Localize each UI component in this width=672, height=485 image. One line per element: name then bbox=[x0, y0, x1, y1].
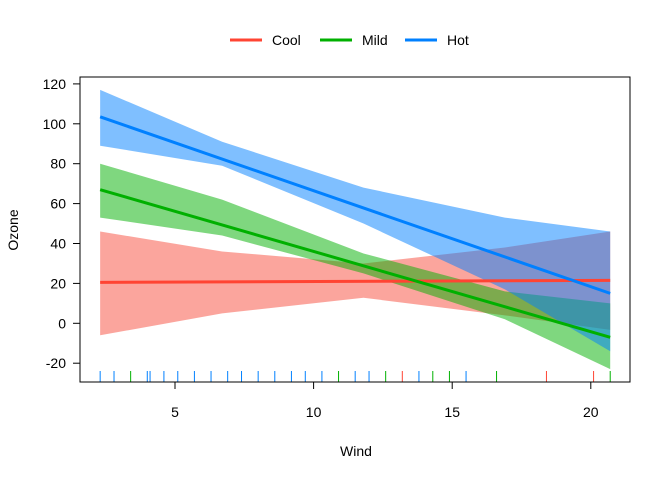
y-axis-label: Ozone bbox=[5, 209, 21, 250]
band-mild bbox=[100, 163, 611, 370]
line-mild bbox=[99, 188, 611, 339]
legend: Cool Mild Hot bbox=[230, 32, 469, 48]
plot-frame bbox=[79, 76, 631, 383]
x-tick-label: 10 bbox=[306, 404, 322, 420]
y-tick-label: 40 bbox=[50, 236, 66, 252]
x-tick-label: 15 bbox=[444, 404, 460, 420]
y-tick-label: -20 bbox=[46, 355, 66, 371]
x-tick-label: 5 bbox=[171, 404, 179, 420]
legend-label-hot: Hot bbox=[447, 32, 469, 48]
rug-ticks bbox=[99, 371, 611, 382]
line-hot bbox=[99, 115, 611, 295]
y-tick-label: 20 bbox=[50, 275, 66, 291]
x-tick-label: 20 bbox=[583, 404, 599, 420]
band-hot bbox=[100, 89, 611, 352]
x-axis: 5 10 15 20 bbox=[171, 382, 599, 420]
y-tick-label: 100 bbox=[43, 116, 67, 132]
legend-label-cool: Cool bbox=[272, 32, 301, 48]
y-tick-label: 80 bbox=[50, 156, 66, 172]
y-tick-label: 60 bbox=[50, 196, 66, 212]
fit-lines bbox=[99, 115, 611, 339]
legend-label-mild: Mild bbox=[362, 32, 388, 48]
y-tick-label: 120 bbox=[43, 76, 67, 92]
y-axis: -20 0 20 40 60 80 100 120 bbox=[43, 76, 80, 371]
y-tick-label: 0 bbox=[58, 315, 66, 331]
x-axis-label: Wind bbox=[340, 443, 372, 459]
line-cool bbox=[100, 278, 611, 284]
confidence-bands bbox=[100, 89, 611, 370]
